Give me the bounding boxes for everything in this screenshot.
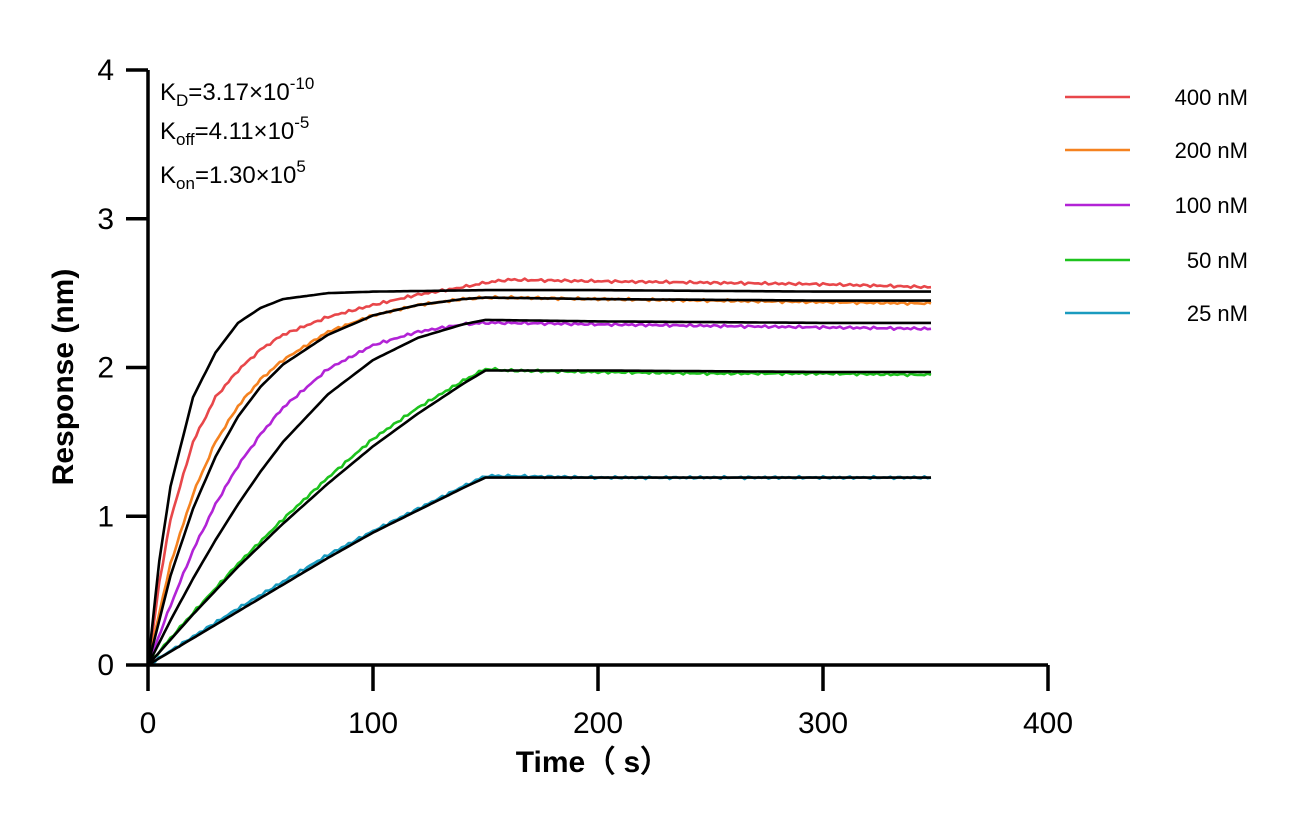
kon-annotation: Kon=1.30×105 (160, 157, 306, 193)
legend-label: 100 nM (1175, 193, 1248, 218)
series-fit-line (146, 318, 931, 666)
series-measured-line (146, 277, 932, 666)
series-fit-line (147, 369, 931, 666)
x-tick-label: 300 (798, 707, 848, 740)
y-tick-label: 2 (97, 352, 114, 385)
series-measured-line (146, 320, 932, 666)
series-fit-line (146, 296, 931, 666)
kinetics-annotation: KD=3.17×10-10 Koff=4.11×10-5 Kon=1.30×10… (160, 74, 314, 193)
y-tick-label: 0 (97, 649, 114, 682)
legend-label: 200 nM (1175, 138, 1248, 163)
series-fit-line (146, 288, 931, 666)
x-tick-label: 100 (348, 707, 398, 740)
ticks-layer: 0 100 200 300 400 0 1 2 3 4 (97, 54, 1073, 740)
koff-annotation: Koff=4.11×10-5 (160, 113, 309, 149)
series-layer (146, 277, 932, 667)
legend-item: 200 nM (1065, 138, 1248, 163)
y-tick-label: 4 (97, 54, 114, 87)
series-measured-line (147, 366, 932, 666)
legend-item: 50 nM (1065, 248, 1248, 273)
x-tick-label: 200 (573, 707, 623, 740)
kd-annotation: KD=3.17×10-10 (160, 74, 314, 110)
legend-label: 400 nM (1175, 85, 1248, 110)
y-tick-label: 1 (97, 500, 114, 533)
x-tick-label: 0 (140, 707, 157, 740)
y-tick-label: 3 (97, 203, 114, 236)
legend-label: 25 nM (1187, 301, 1248, 326)
series-measured-line (147, 473, 932, 667)
legend-item: 100 nM (1065, 193, 1248, 218)
legend-item: 25 nM (1065, 301, 1248, 326)
legend: 400 nM 200 nM 100 nM 50 nM 25 nM (1065, 85, 1248, 326)
x-tick-label: 400 (1023, 707, 1073, 740)
legend-item: 400 nM (1065, 85, 1248, 110)
series-fit-line (147, 476, 931, 667)
axes-layer (146, 70, 1048, 667)
x-axis-title: Time（ s） (516, 745, 671, 779)
legend-label: 50 nM (1187, 248, 1248, 273)
y-axis-title: Response (nm) (47, 269, 80, 486)
series-measured-line (146, 294, 932, 666)
